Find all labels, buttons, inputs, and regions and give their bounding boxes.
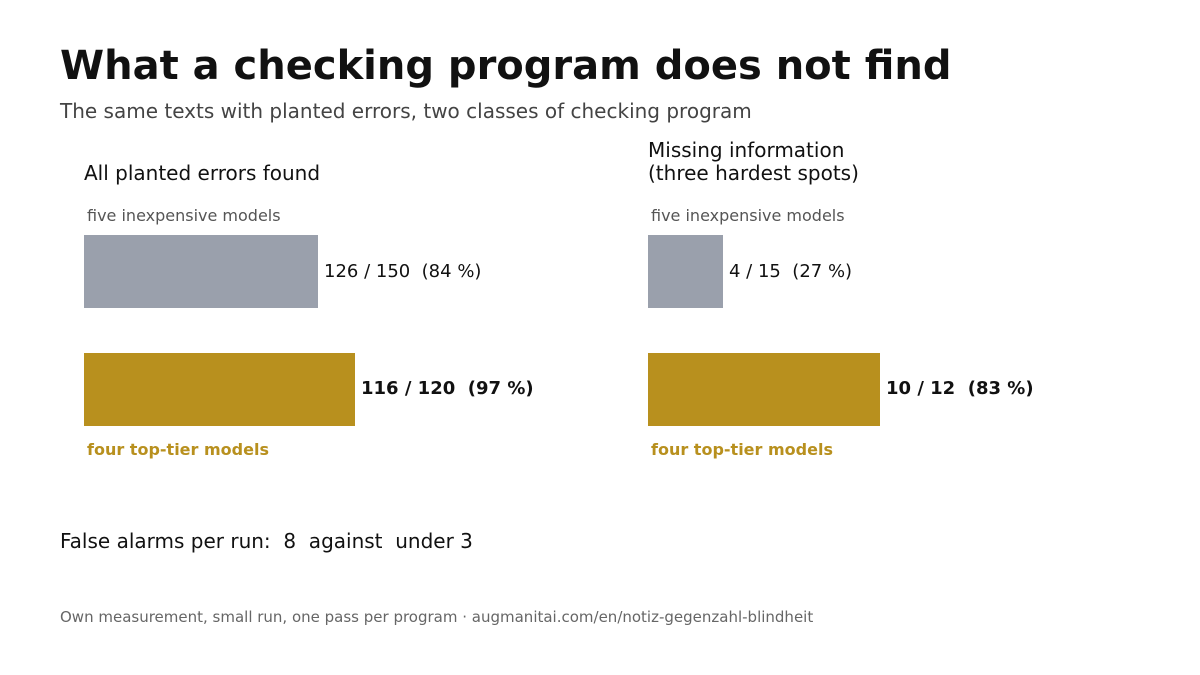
bar-budget xyxy=(84,235,318,308)
chart-subtitle: The same texts with planted errors, two … xyxy=(60,99,752,123)
chart-title: What a checking program does not find xyxy=(60,43,952,89)
panel-missing-information: Missing information (three hardest spots… xyxy=(648,130,1168,475)
bar-budget xyxy=(648,235,723,308)
panel-all-errors: All planted errors found five inexpensiv… xyxy=(84,130,604,475)
category-label-top-tier: four top-tier models xyxy=(87,440,269,459)
panel-title: All planted errors found xyxy=(84,161,321,185)
category-label-budget: five inexpensive models xyxy=(651,206,845,225)
bar-top-tier xyxy=(84,353,355,426)
value-label-top-tier: 116 / 120 (97 %) xyxy=(361,378,534,399)
value-label-budget: 4 / 15 (27 %) xyxy=(729,261,853,282)
source-note: Own measurement, small run, one pass per… xyxy=(60,608,814,626)
value-label-budget: 126 / 150 (84 %) xyxy=(324,261,482,282)
false-alarms-note: False alarms per run: 8 against under 3 xyxy=(60,529,473,553)
category-label-budget: five inexpensive models xyxy=(87,206,281,225)
category-label-top-tier: four top-tier models xyxy=(651,440,833,459)
bar-top-tier xyxy=(648,353,880,426)
panel-title: Missing information (three hardest spots… xyxy=(648,138,859,185)
value-label-top-tier: 10 / 12 (83 %) xyxy=(886,378,1034,399)
